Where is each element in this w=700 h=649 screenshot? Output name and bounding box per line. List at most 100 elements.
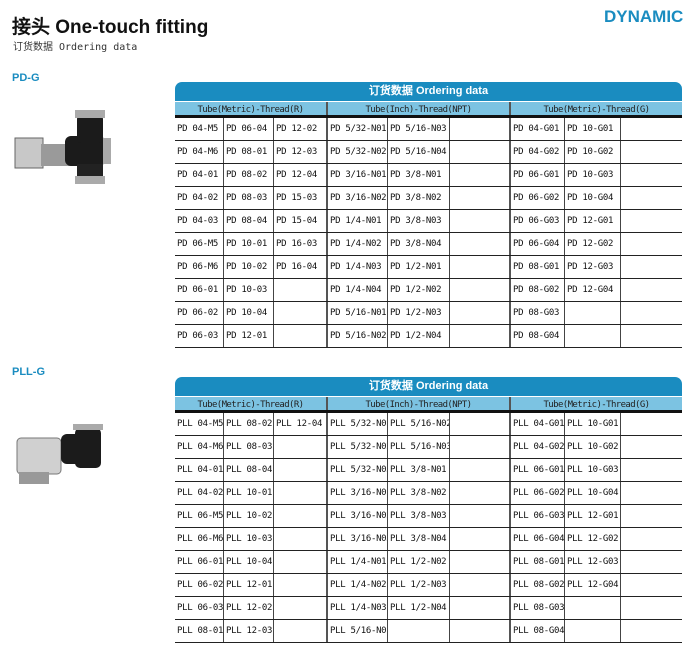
table-cell: PLL 06-02 <box>175 574 224 596</box>
table-cell <box>274 574 328 596</box>
table-cell: PD 1/4-N01 <box>328 210 388 232</box>
table-cell <box>621 187 682 209</box>
table-cell: PD 10-02 <box>224 256 274 278</box>
table-cell: PD 5/16-N01 <box>328 302 388 324</box>
table-cell: PLL 08-G01 <box>511 551 565 573</box>
table-cell: PLL 04-M6 <box>175 436 224 458</box>
table-cell: PD 06-01 <box>175 279 224 301</box>
column-group-header: Tube(Metric)-Thread(G) <box>543 105 650 115</box>
page-title: 接头 One-touch fitting <box>12 17 209 38</box>
table-cell <box>621 505 682 527</box>
table-cell: PD 12-01 <box>224 325 274 347</box>
table-cell: PLL 08-G02 <box>511 574 565 596</box>
table-cell <box>621 164 682 186</box>
table-cell: PLL 1/4-N02 <box>328 574 388 596</box>
table-row: PLL 04-02 PLL 10-01 PLL 3/16-N01 PLL 3/8-N0… <box>175 482 682 505</box>
table-row: PD 04-M5 PD 06-04 PD 12-02 PD 5/32-N01 PD 5/… <box>175 118 682 141</box>
table-cell: PLL 12-G04 <box>565 574 621 596</box>
pd-g-ordering-table: 订货数据 Ordering data Tube(Metric)-Thread(R)… <box>175 82 682 348</box>
table-cell <box>621 482 682 504</box>
table-cell: PLL 3/8-N01 <box>388 459 450 481</box>
table-header: Tube(Metric)-Thread(R) Tube(Inch)-Thread(… <box>175 101 682 118</box>
table-cell: PD 16-04 <box>274 256 328 278</box>
table-cell: PLL 08-04 <box>224 459 274 481</box>
table-cell: PD 06-02 <box>175 302 224 324</box>
table-cell: PD 06-M5 <box>175 233 224 255</box>
table-cell <box>450 279 511 301</box>
table-cell: PD 06-M6 <box>175 256 224 278</box>
table-cell <box>450 436 511 458</box>
table-cell <box>450 597 511 619</box>
table-cell: PLL 06-G01 <box>511 459 565 481</box>
table-cell <box>274 459 328 481</box>
table-cell: PD 1/2-N03 <box>388 302 450 324</box>
table-cell <box>621 436 682 458</box>
table-cell: PLL 06-G02 <box>511 482 565 504</box>
table-cell: PLL 3/16-N01 <box>328 482 388 504</box>
table-cell: PD 3/16-N01 <box>328 164 388 186</box>
table-cell: PD 12-02 <box>274 118 328 140</box>
table-cell: PLL 12-G01 <box>565 505 621 527</box>
table-cell: PD 12-G01 <box>565 210 621 232</box>
table-cell: PLL 5/16-N03 <box>388 436 450 458</box>
section-label-pll-g: PLL-G <box>12 366 45 378</box>
table-cell: PLL 08-G04 <box>511 620 565 642</box>
table-cell: PLL 06-M6 <box>175 528 224 550</box>
table-cell: PLL 04-G02 <box>511 436 565 458</box>
table-cell <box>274 436 328 458</box>
table-cell: PD 06-G04 <box>511 233 565 255</box>
table-cell: PLL 08-G03 <box>511 597 565 619</box>
table-cell <box>621 302 682 324</box>
table-cell: PD 04-G01 <box>511 118 565 140</box>
table-cell <box>450 256 511 278</box>
table-cell: PD 04-03 <box>175 210 224 232</box>
table-row: PD 06-01 PD 10-03 PD 1/4-N04 PD 1/2-N02 PD 0… <box>175 279 682 302</box>
table-cell: PD 3/8-N02 <box>388 187 450 209</box>
table-row: PLL 06-02 PLL 12-01 PLL 1/4-N02 PLL 1/2-N03… <box>175 574 682 597</box>
table-cell <box>274 302 328 324</box>
table-cell: PD 04-01 <box>175 164 224 186</box>
table-cell: PD 08-01 <box>224 141 274 163</box>
table-cell <box>450 482 511 504</box>
table-cell: PLL 06-03 <box>175 597 224 619</box>
table-cell: PLL 08-02 <box>224 413 274 435</box>
table-cell: PD 08-04 <box>224 210 274 232</box>
table-cell: PD 5/16-N02 <box>328 325 388 347</box>
table-row: PLL 04-01 PLL 08-04 PLL 5/32-N03 PLL 3/8-N0… <box>175 459 682 482</box>
table-cell: PLL 10-02 <box>224 505 274 527</box>
table-cell: PD 1/4-N03 <box>328 256 388 278</box>
table-cell <box>565 597 621 619</box>
table-cell: PD 06-G01 <box>511 164 565 186</box>
table-cell: PLL 3/8-N04 <box>388 528 450 550</box>
table-cell: PD 3/16-N02 <box>328 187 388 209</box>
table-row: PLL 06-M5 PLL 10-02 PLL 3/16-N02 PLL 3/8-N0… <box>175 505 682 528</box>
table-cell <box>565 325 621 347</box>
table-cell <box>621 459 682 481</box>
table-cell: PD 04-G02 <box>511 141 565 163</box>
table-cell: PLL 04-M5 <box>175 413 224 435</box>
table-cell: PD 10-G02 <box>565 141 621 163</box>
table-cell: PLL 5/32-N02 <box>328 436 388 458</box>
table-cell: PLL 10-01 <box>224 482 274 504</box>
table-cell <box>450 551 511 573</box>
table-cell: PD 08-G04 <box>511 325 565 347</box>
table-cell <box>274 482 328 504</box>
table-cell: PLL 12-02 <box>224 597 274 619</box>
table-cell: PD 08-G02 <box>511 279 565 301</box>
table-cell <box>388 620 450 642</box>
table-cell <box>621 620 682 642</box>
table-cell: PLL 10-G02 <box>565 436 621 458</box>
table-cell <box>450 164 511 186</box>
column-group-header: Tube(Metric)-Thread(R) <box>175 102 328 115</box>
table-cell <box>621 256 682 278</box>
table-cell <box>450 505 511 527</box>
table-cell <box>450 187 511 209</box>
table-cell: PLL 06-G03 <box>511 505 565 527</box>
table-cell: PD 15-04 <box>274 210 328 232</box>
table-cell: PLL 10-G03 <box>565 459 621 481</box>
table-cell: PLL 5/32-N01 <box>328 413 388 435</box>
table-cell: PD 1/4-N02 <box>328 233 388 255</box>
table-cell <box>621 574 682 596</box>
table-cell: PD 15-03 <box>274 187 328 209</box>
table-cell <box>450 574 511 596</box>
